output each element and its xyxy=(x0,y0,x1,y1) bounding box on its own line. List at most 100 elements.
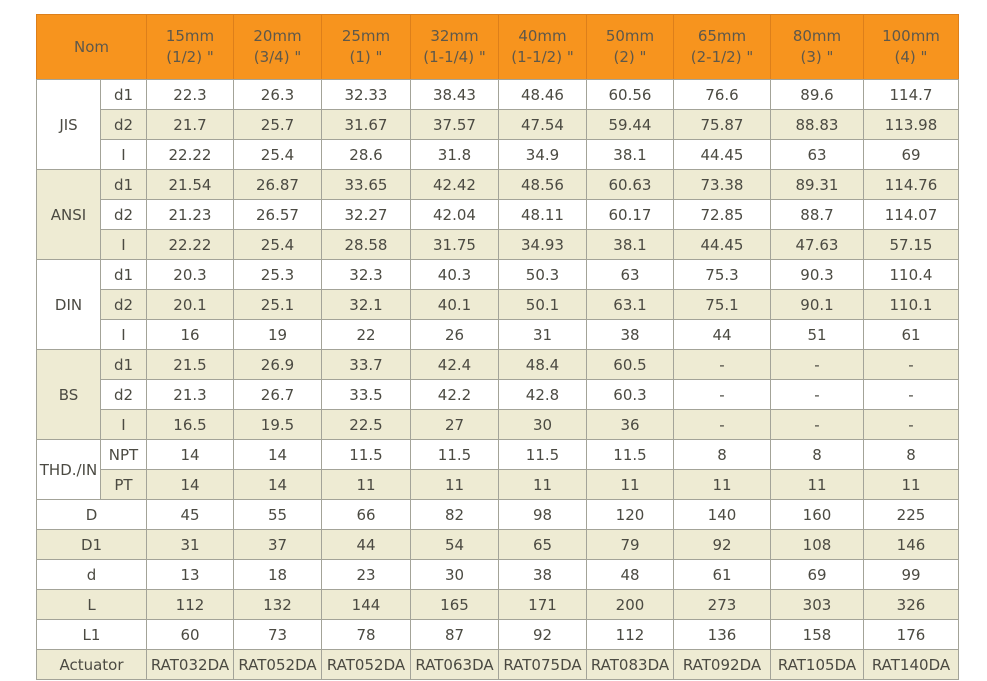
value-cell: RAT032DA xyxy=(146,649,234,680)
row-label: D xyxy=(36,499,147,530)
value-cell: 44.45 xyxy=(673,139,771,170)
column-size-label: 65mm xyxy=(697,27,747,45)
value-cell: 21.7 xyxy=(146,109,234,140)
column-header-1: 20mm (3/4) " xyxy=(233,14,322,80)
value-cell: 32.1 xyxy=(321,289,411,320)
column-header-2: 25mm (1) " xyxy=(321,14,411,80)
value-cell: 44.45 xyxy=(673,229,771,260)
value-cell: 136 xyxy=(673,619,771,650)
value-cell: 140 xyxy=(673,499,771,530)
row-label: d2 xyxy=(100,289,147,320)
value-cell: 88.83 xyxy=(770,109,864,140)
value-cell: 112 xyxy=(146,589,234,620)
value-cell: 11 xyxy=(498,469,587,500)
table-row: BS d1 21.5 26.9 33.7 42.4 48.4 60.5- - - xyxy=(36,349,959,440)
value-cell: 31.67 xyxy=(321,109,411,140)
value-cell: 38.43 xyxy=(410,79,499,110)
row-label: d2 xyxy=(100,109,147,140)
value-cell: 326 xyxy=(863,589,959,620)
value-cell: 63 xyxy=(586,259,674,290)
value-cell: 44 xyxy=(673,319,771,350)
value-cell: 82 xyxy=(410,499,499,530)
row-label: d1 xyxy=(100,169,147,200)
value-cell: 16.5 xyxy=(146,409,234,440)
column-size-label: 20mm xyxy=(253,27,302,45)
value-cell: 23 xyxy=(321,559,411,590)
row-label: d1 xyxy=(100,79,147,110)
value-cell: 92 xyxy=(673,529,771,560)
table-row: D 45 55 66 82 98 120 140 160 225 xyxy=(36,499,959,530)
value-cell: 113.98 xyxy=(863,109,959,140)
value-cell: 110.1 xyxy=(863,289,959,320)
value-cell: 22.3 xyxy=(146,79,234,110)
value-cell: 60.63 xyxy=(586,169,674,200)
value-cell: 8 xyxy=(770,439,864,470)
value-cell: - xyxy=(673,379,771,410)
column-header-4: 40mm (1-1/2) " xyxy=(498,14,587,80)
table-row: Actuator RAT032DA RAT052DA RAT052DA RAT063DA… xyxy=(36,649,959,680)
value-cell: 21.5 xyxy=(146,349,234,380)
table-row: ANSI d1 21.54 26.87 33.65 42.42 48.56 60.63 73.3… xyxy=(36,169,959,260)
column-inch-label: (4) " xyxy=(894,48,928,66)
value-cell: 42.8 xyxy=(498,379,587,410)
value-cell: RAT075DA xyxy=(498,649,587,680)
column-inch-label: (1) " xyxy=(349,48,383,66)
value-cell: 87 xyxy=(410,619,499,650)
value-cell: 45 xyxy=(146,499,234,530)
value-cell: 48.46 xyxy=(498,79,587,110)
value-cell: 14 xyxy=(146,469,234,500)
value-cell: 60.56 xyxy=(586,79,674,110)
value-cell: 47.54 xyxy=(498,109,587,140)
table-row: I 16.5 19.5 22.5 27 30 36- - - xyxy=(37,409,959,440)
table-row: d2 21.23 26.57 32.27 42.04 48.11 60.17 72.85 88.… xyxy=(37,199,959,230)
value-cell: 225 xyxy=(863,499,959,530)
value-cell: 44 xyxy=(321,529,411,560)
value-cell: 26.3 xyxy=(233,79,322,110)
value-cell: 72.85 xyxy=(673,199,771,230)
table-row: I 22.22 25.4 28.6 31.8 34.9 38.1 44.45 63 69 xyxy=(37,139,959,170)
value-cell: - xyxy=(770,349,864,380)
value-cell: 22.22 xyxy=(146,139,234,170)
value-cell: 34.9 xyxy=(498,139,587,170)
value-cell: 28.6 xyxy=(321,139,411,170)
value-cell: 158 xyxy=(770,619,864,650)
value-cell: 132 xyxy=(233,589,322,620)
value-cell: 40.3 xyxy=(410,259,499,290)
column-inch-label: (1/2) " xyxy=(166,48,214,66)
value-cell: 19 xyxy=(233,319,322,350)
row-label: I xyxy=(100,229,147,260)
value-cell: 110.4 xyxy=(863,259,959,290)
value-cell: 32.33 xyxy=(321,79,411,110)
row-label: L1 xyxy=(36,619,147,650)
value-cell: 19.5 xyxy=(233,409,322,440)
value-cell: 8 xyxy=(863,439,959,470)
row-label: d xyxy=(36,559,147,590)
value-cell: 11 xyxy=(673,469,771,500)
column-inch-label: (1-1/2) " xyxy=(511,48,574,66)
value-cell: 90.3 xyxy=(770,259,864,290)
value-cell: RAT052DA xyxy=(321,649,411,680)
value-cell: 176 xyxy=(863,619,959,650)
table-row: d2 21.3 26.7 33.5 42.2 42.8 60.3- - - xyxy=(37,379,959,410)
value-cell: 73.38 xyxy=(673,169,771,200)
value-cell: 30 xyxy=(498,409,587,440)
column-header-3: 32mm (1-1/4) " xyxy=(410,14,499,80)
value-cell: 60.17 xyxy=(586,199,674,230)
value-cell: 57.15 xyxy=(863,229,959,260)
value-cell: 34.93 xyxy=(498,229,587,260)
row-label: L xyxy=(36,589,147,620)
row-label: d1 xyxy=(100,349,147,380)
column-size-label: 50mm xyxy=(605,27,655,45)
value-cell: 26.7 xyxy=(233,379,322,410)
header-row: Nom 15mm (1/2) " 20mm (3/4) " 25mm (1) " 32mm (1… xyxy=(36,14,959,80)
table-row: d2 21.7 25.7 31.67 37.57 47.54 59.44 75.87 88.83… xyxy=(37,109,959,140)
value-cell: 200 xyxy=(586,589,674,620)
value-cell: 171 xyxy=(498,589,587,620)
value-cell: 63 xyxy=(770,139,864,170)
row-label: NPT xyxy=(100,439,147,470)
value-cell: 47.63 xyxy=(770,229,864,260)
value-cell: 88.7 xyxy=(770,199,864,230)
value-cell: 61 xyxy=(673,559,771,590)
row-label: I xyxy=(100,409,147,440)
